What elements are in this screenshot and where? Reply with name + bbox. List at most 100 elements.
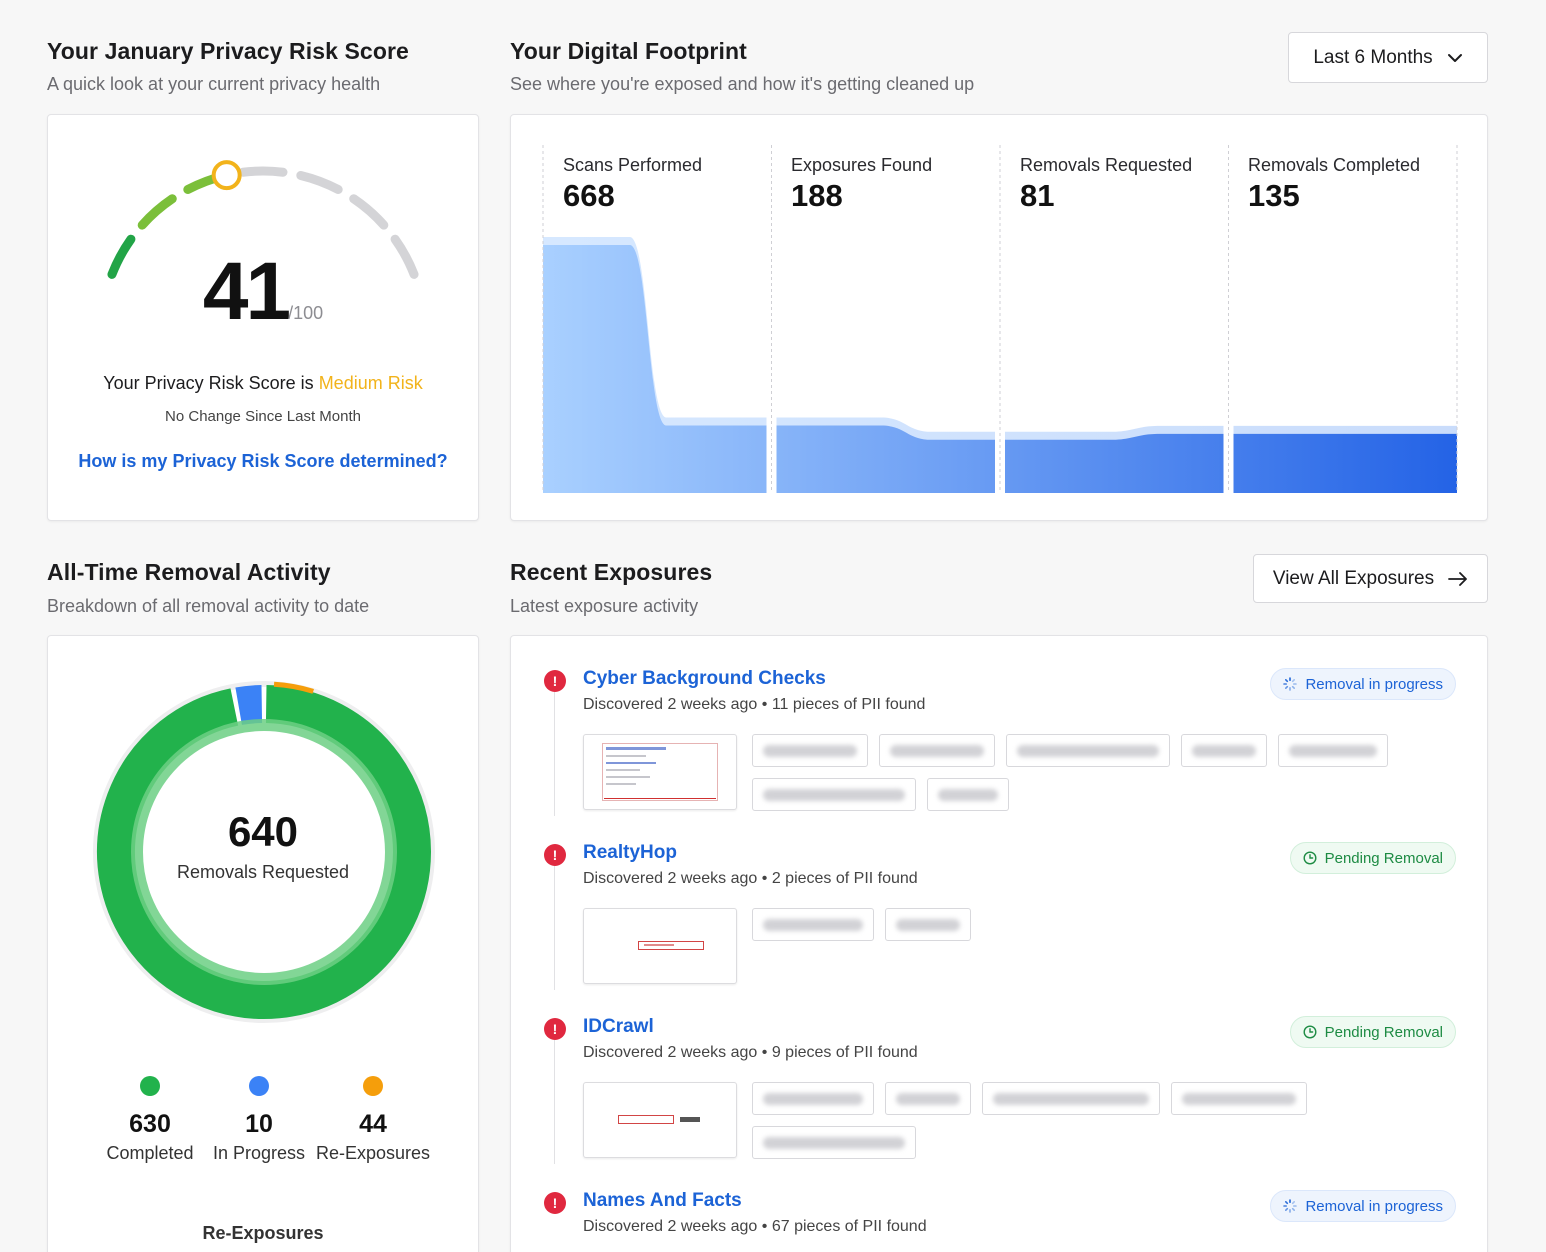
meta-separator: •: [761, 870, 768, 887]
gauge-segment: [137, 194, 177, 230]
exposures-card: ! Cyber Background Checks Discovered 2 w…: [510, 635, 1488, 1252]
pii-chip: [885, 908, 971, 941]
pii-chip: [1006, 734, 1170, 767]
risk-score-info-link[interactable]: How is my Privacy Risk Score determined?: [78, 451, 448, 471]
status-badge: Pending Removal: [1289, 1016, 1456, 1048]
risk-level-prefix: Your Privacy Risk Score is: [103, 373, 319, 393]
exposure-name-link[interactable]: RealtyHop: [583, 842, 677, 863]
pii-chip: [752, 734, 868, 767]
gauge-segment: [107, 234, 136, 279]
pii-chip: [752, 778, 916, 811]
spinner-icon: [1283, 677, 1298, 691]
pii-chip: [885, 1082, 971, 1115]
donut-segment-completed: [97, 685, 431, 1019]
meta-separator: •: [761, 1044, 768, 1061]
gauge-segment: [390, 234, 419, 279]
donut-center: 640 Removals Requested: [48, 808, 478, 883]
arrow-right-icon: [1448, 571, 1468, 586]
re-exposures-heading: Re-Exposures: [202, 1223, 324, 1243]
exposure-discovered: Discovered 2 weeks ago: [583, 696, 758, 713]
risk-level-line: Your Privacy Risk Score is Medium Risk: [48, 373, 478, 394]
pii-chip: [1278, 734, 1388, 767]
exposure-name-link[interactable]: Names And Facts: [583, 1190, 742, 1211]
alert-icon: !: [544, 1018, 566, 1040]
risk-score-max: /100: [288, 303, 324, 323]
status-badge: Pending Removal: [1289, 842, 1456, 874]
risk-change-text: No Change Since Last Month: [165, 408, 361, 425]
exposure-screenshot-thumbnail[interactable]: [583, 734, 737, 810]
metric-removals-requested: Removals Requested 81: [1020, 155, 1192, 214]
status-badge: Removal in progress: [1270, 1190, 1456, 1222]
metric-value: 135: [1248, 178, 1300, 213]
metric-removals-completed: Removals Completed 135: [1248, 155, 1420, 214]
status-label: Removal in progress: [1305, 1197, 1443, 1215]
metric-label: Removals Requested: [1020, 155, 1193, 175]
footprint-funnel-chart: [542, 145, 1458, 497]
pii-chip: [752, 1126, 916, 1159]
exposures-title: Recent Exposures: [510, 559, 713, 585]
pii-chip: [752, 908, 874, 941]
exposures-subtitle: Latest exposure activity: [510, 596, 699, 616]
view-all-exposures-button[interactable]: View All Exposures: [1253, 554, 1488, 603]
exposure-meta: Discovered 2 weeks ago • 9 pieces of PII…: [583, 1044, 918, 1062]
pii-chip: [879, 734, 995, 767]
period-label: Last 6 Months: [1313, 46, 1433, 68]
risk-score-value: 41/100: [48, 245, 478, 339]
legend-label: Completed: [106, 1143, 194, 1163]
view-all-label: View All Exposures: [1272, 567, 1435, 589]
removal-subtitle: Breakdown of all removal activity to dat…: [47, 596, 370, 616]
clock-icon: [1303, 851, 1317, 865]
footprint-title: Your Digital Footprint: [510, 38, 747, 64]
alert-icon: !: [544, 844, 566, 866]
period-dropdown[interactable]: Last 6 Months: [1288, 32, 1488, 83]
meta-separator: •: [761, 696, 768, 713]
metric-value: 668: [563, 178, 615, 213]
blue-dot-icon: [249, 1076, 269, 1096]
legend-value: 10: [245, 1110, 273, 1138]
risk-score-card: 41/100 Your Privacy Risk Score is Medium…: [47, 114, 479, 521]
status-label: Pending Removal: [1324, 1023, 1443, 1041]
exposure-screenshot-thumbnail[interactable]: [583, 908, 737, 984]
metric-scans: Scans Performed 668: [563, 155, 702, 214]
exposure-name-link[interactable]: IDCrawl: [583, 1016, 654, 1037]
chevron-down-icon: [1447, 53, 1462, 62]
pii-chips: [752, 908, 1472, 941]
exposure-meta: Discovered 2 weeks ago • 11 pieces of PI…: [583, 696, 925, 714]
donut-segments: [97, 681, 431, 1019]
legend-label: Re-Exposures: [315, 1143, 431, 1163]
exposure-pii-count: 9 pieces of PII found: [771, 1044, 918, 1061]
legend-in-progress: 10 In Progress: [208, 1076, 310, 1164]
legend-completed: 630 Completed: [100, 1076, 200, 1164]
metric-value: 81: [1020, 178, 1055, 213]
pii-chip: [927, 778, 1009, 811]
exposure-discovered: Discovered 2 weeks ago: [583, 870, 758, 887]
metric-exposures: Exposures Found 188: [791, 155, 932, 214]
donut-inner-ring: [131, 719, 397, 985]
risk-score-number: 41: [202, 246, 291, 337]
exposure-pii-count: 2 pieces of PII found: [771, 870, 918, 887]
gauge-marker: [211, 160, 242, 191]
risk-level: Medium Risk: [318, 373, 423, 393]
risk-score-subtitle: A quick look at your current privacy hea…: [47, 74, 381, 94]
status-label: Pending Removal: [1324, 849, 1443, 867]
exposure-screenshot-thumbnail[interactable]: [583, 1082, 737, 1158]
pii-chip: [982, 1082, 1160, 1115]
gauge-segment: [296, 170, 343, 195]
meta-separator: •: [761, 1218, 768, 1235]
metric-label: Exposures Found: [791, 155, 933, 175]
removals-total: 640: [227, 808, 299, 855]
exposure-name-link[interactable]: Cyber Background Checks: [583, 668, 826, 689]
timeline-line: [554, 692, 555, 816]
gauge-segments: [107, 166, 419, 279]
exposure-meta: Discovered 2 weeks ago • 67 pieces of PI…: [583, 1218, 927, 1236]
donut-outer-track: [93, 681, 435, 1023]
footprint-subtitle: See where you're exposed and how it's ge…: [510, 74, 975, 94]
legend-value: 630: [129, 1110, 171, 1138]
exposure-discovered: Discovered 2 weeks ago: [583, 1044, 758, 1061]
metric-value: 188: [791, 178, 843, 213]
timeline-line: [554, 866, 555, 990]
legend-value: 44: [359, 1110, 387, 1138]
removal-donut: [93, 681, 435, 1023]
exposure-pii-count: 11 pieces of PII found: [771, 696, 926, 713]
risk-score-title: Your January Privacy Risk Score: [47, 38, 409, 64]
